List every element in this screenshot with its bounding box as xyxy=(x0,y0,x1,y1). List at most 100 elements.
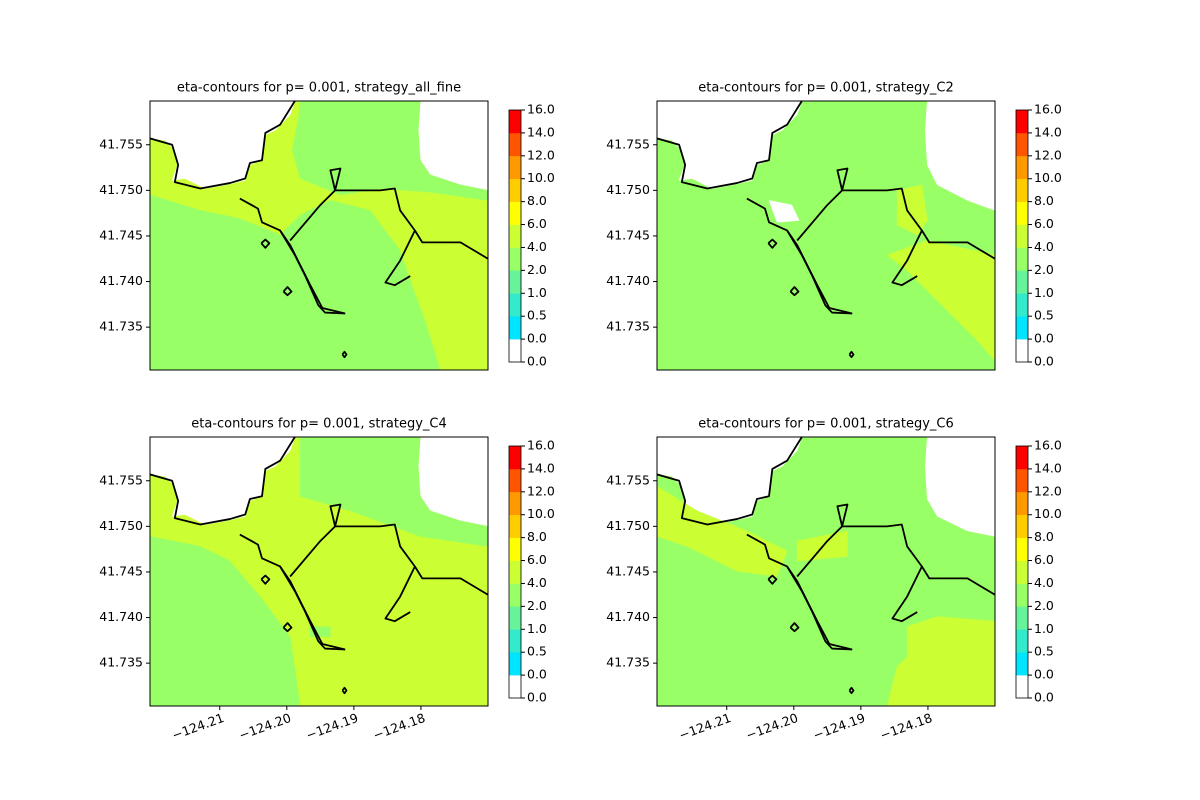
colorbar-swatch xyxy=(509,629,521,653)
colorbar-swatch xyxy=(1016,316,1028,340)
colorbar-tick-label: 6.0 xyxy=(1034,216,1054,231)
coastline xyxy=(279,565,346,651)
coastline xyxy=(289,503,416,623)
colorbar-tick-label: 10.0 xyxy=(527,170,555,185)
coastline xyxy=(789,286,800,297)
colorbar-tick-label: 10.0 xyxy=(1034,506,1062,521)
colorbar-tick-label: 10.0 xyxy=(1034,170,1062,185)
colorbar-frame xyxy=(1015,109,1029,363)
y-tick-label: 41.755 xyxy=(99,472,143,487)
colorbar-tick-label: 16.0 xyxy=(1034,438,1062,453)
colorbar-tick-label: 1.0 xyxy=(1034,621,1054,636)
colorbar-swatch xyxy=(509,247,521,271)
colorbar-tick-label: 0.0 xyxy=(1034,354,1054,369)
colorbar-swatch xyxy=(509,155,521,180)
contour-region xyxy=(291,101,488,201)
plot-area xyxy=(657,437,995,706)
colorbar-swatch xyxy=(509,178,521,202)
y-tick-label: 41.745 xyxy=(99,227,143,242)
y-tick-label: 41.735 xyxy=(606,319,650,334)
colorbar-tick-label: 16.0 xyxy=(527,102,555,117)
colorbar-tick-label: 6.0 xyxy=(1034,552,1054,567)
plot-area xyxy=(657,101,995,370)
coastline xyxy=(796,167,923,287)
colorbar-swatch xyxy=(1016,110,1028,134)
colorbar-frame xyxy=(508,445,522,699)
colorbar-swatch xyxy=(509,560,521,584)
coastline xyxy=(282,286,293,297)
colorbar-tick-label: 0.5 xyxy=(1034,308,1054,323)
colorbar-swatch xyxy=(509,583,521,607)
y-tick-label: 41.740 xyxy=(606,273,650,288)
y-tick-label: 41.750 xyxy=(99,182,143,197)
contour-region xyxy=(886,616,995,706)
colorbar-swatch xyxy=(1016,132,1028,157)
colorbar-swatch xyxy=(1016,247,1028,271)
coastline xyxy=(657,437,803,526)
colorbar-tick-label: 14.0 xyxy=(527,460,555,475)
y-tick-label: 41.755 xyxy=(606,472,650,487)
colorbar-tick-label: 2.0 xyxy=(1034,598,1054,613)
y-tick-label: 41.735 xyxy=(99,655,143,670)
coastline xyxy=(848,686,855,695)
colorbar-swatch xyxy=(509,201,521,225)
colorbar-tick-label: 2.0 xyxy=(1034,262,1054,277)
y-tick-label: 41.750 xyxy=(606,182,650,197)
coastline xyxy=(786,229,853,315)
colorbar-swatch xyxy=(1016,201,1028,225)
colorbar-tick-label: 4.0 xyxy=(1034,239,1054,254)
contour-region xyxy=(768,200,800,223)
y-tick-label: 41.735 xyxy=(99,319,143,334)
contour-region xyxy=(925,101,995,211)
colorbar-tick-label: 10.0 xyxy=(527,506,555,521)
colorbar-tick-label: 12.0 xyxy=(1034,147,1062,162)
colorbar-swatch xyxy=(509,339,521,363)
coastline xyxy=(786,565,853,651)
colorbar-tick-label: 0.0 xyxy=(1034,690,1054,705)
coastline xyxy=(289,167,416,287)
y-tick-label: 41.755 xyxy=(99,136,143,151)
colorbar-tick-label: 1.0 xyxy=(527,621,547,636)
y-tick-label: 41.740 xyxy=(606,609,650,624)
colorbar-swatch xyxy=(1016,155,1028,180)
colorbar-tick-label: 0.0 xyxy=(527,690,547,705)
coastline xyxy=(767,574,778,585)
colorbar-tick-label: 0.0 xyxy=(527,331,547,346)
colorbar-swatch xyxy=(509,293,521,317)
plot-area xyxy=(150,101,488,370)
colorbar-tick-label: 12.0 xyxy=(527,483,555,498)
colorbar-swatch xyxy=(1016,606,1028,630)
coastline xyxy=(282,622,293,633)
colorbar-tick-label: 0.0 xyxy=(1034,331,1054,346)
y-tick-label: 41.745 xyxy=(606,563,650,578)
colorbar-frame xyxy=(508,109,522,363)
colorbar-tick-label: 8.0 xyxy=(527,529,547,544)
colorbar-swatch xyxy=(1016,293,1028,317)
y-tick-label: 41.750 xyxy=(606,518,650,533)
colorbar-swatch xyxy=(509,316,521,340)
colorbar-swatch xyxy=(1016,468,1028,493)
coastline xyxy=(414,230,488,260)
colorbar-swatch xyxy=(509,224,521,248)
colorbar-tick-label: 0.5 xyxy=(1034,644,1054,659)
colorbar-tick-label: 0.5 xyxy=(527,308,547,323)
coastline xyxy=(767,238,778,249)
colorbar-swatch xyxy=(509,514,521,538)
contour-region xyxy=(657,485,788,577)
contour-region xyxy=(925,437,995,537)
y-tick-label: 41.755 xyxy=(606,136,650,151)
colorbar-swatch xyxy=(1016,629,1028,653)
chart-title: eta-contours for p= 0.001, strategy_C2 xyxy=(698,81,953,96)
y-tick-label: 41.740 xyxy=(99,609,143,624)
colorbar-swatch xyxy=(509,468,521,493)
colorbar-tick-label: 2.0 xyxy=(527,262,547,277)
coastline xyxy=(279,229,346,315)
coastline xyxy=(414,566,488,596)
colorbar-tick-label: 0.0 xyxy=(1034,667,1054,682)
coastline xyxy=(789,622,800,633)
colorbar-swatch xyxy=(1016,339,1028,363)
colorbar-swatch xyxy=(1016,270,1028,294)
y-tick-label: 41.745 xyxy=(99,563,143,578)
colorbar-swatch xyxy=(509,270,521,294)
colorbar-tick-label: 0.0 xyxy=(527,354,547,369)
